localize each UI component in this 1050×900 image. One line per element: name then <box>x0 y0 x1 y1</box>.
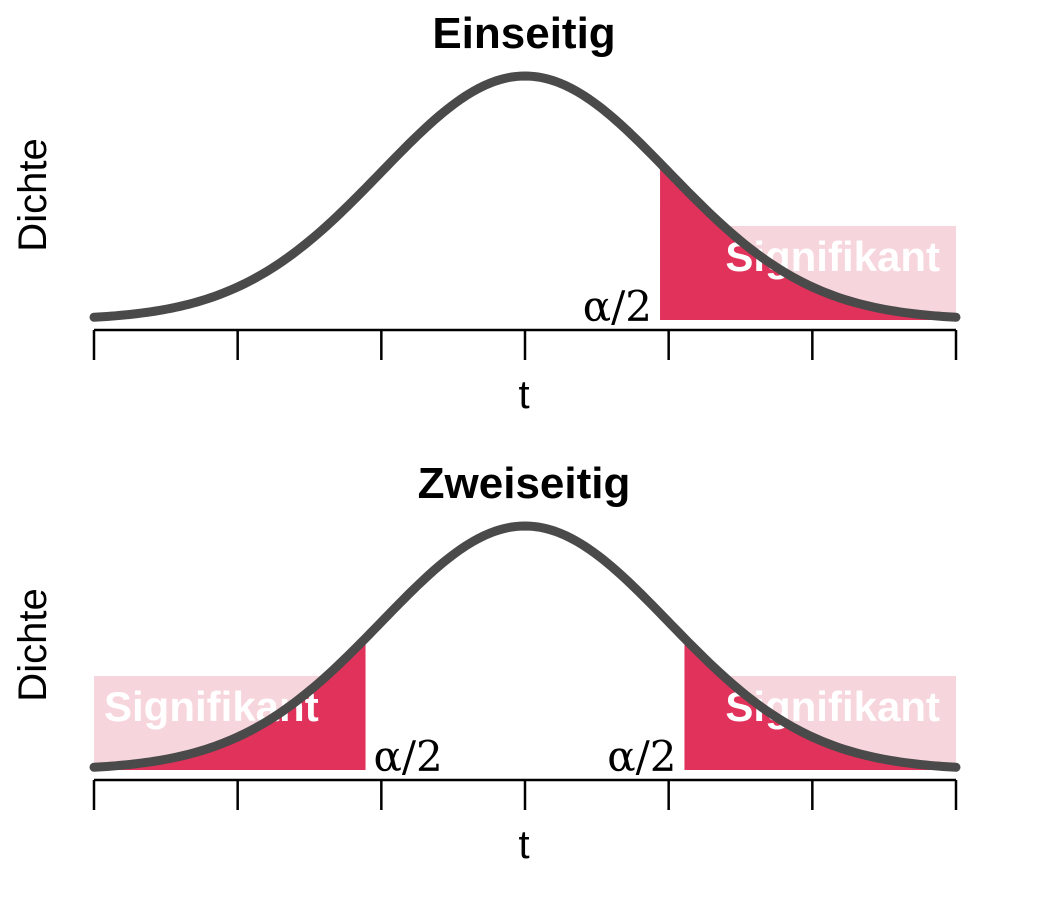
y-axis-label-two-sided: Dichte <box>11 588 55 701</box>
tail-area <box>684 638 956 770</box>
alpha-half-label: α/2 <box>583 282 652 331</box>
alpha-half-label: α/2 <box>374 732 443 781</box>
density-curve <box>89 71 961 322</box>
tail-area <box>94 638 366 770</box>
x-axis-label-one-sided: t <box>518 373 529 417</box>
tail-area <box>660 163 956 320</box>
y-axis-label-one-sided: Dichte <box>11 138 55 251</box>
panel-title-two-sided: Zweiseitig <box>418 459 631 508</box>
alpha-half-label: α/2 <box>607 732 676 781</box>
panel-title-one-sided: Einseitig <box>432 9 615 58</box>
x-axis-label-two-sided: t <box>518 823 529 867</box>
two-sided-panel: Zweiseitig Dichte t Signifikantα/2Signif… <box>11 459 961 867</box>
density-curve <box>89 521 961 772</box>
